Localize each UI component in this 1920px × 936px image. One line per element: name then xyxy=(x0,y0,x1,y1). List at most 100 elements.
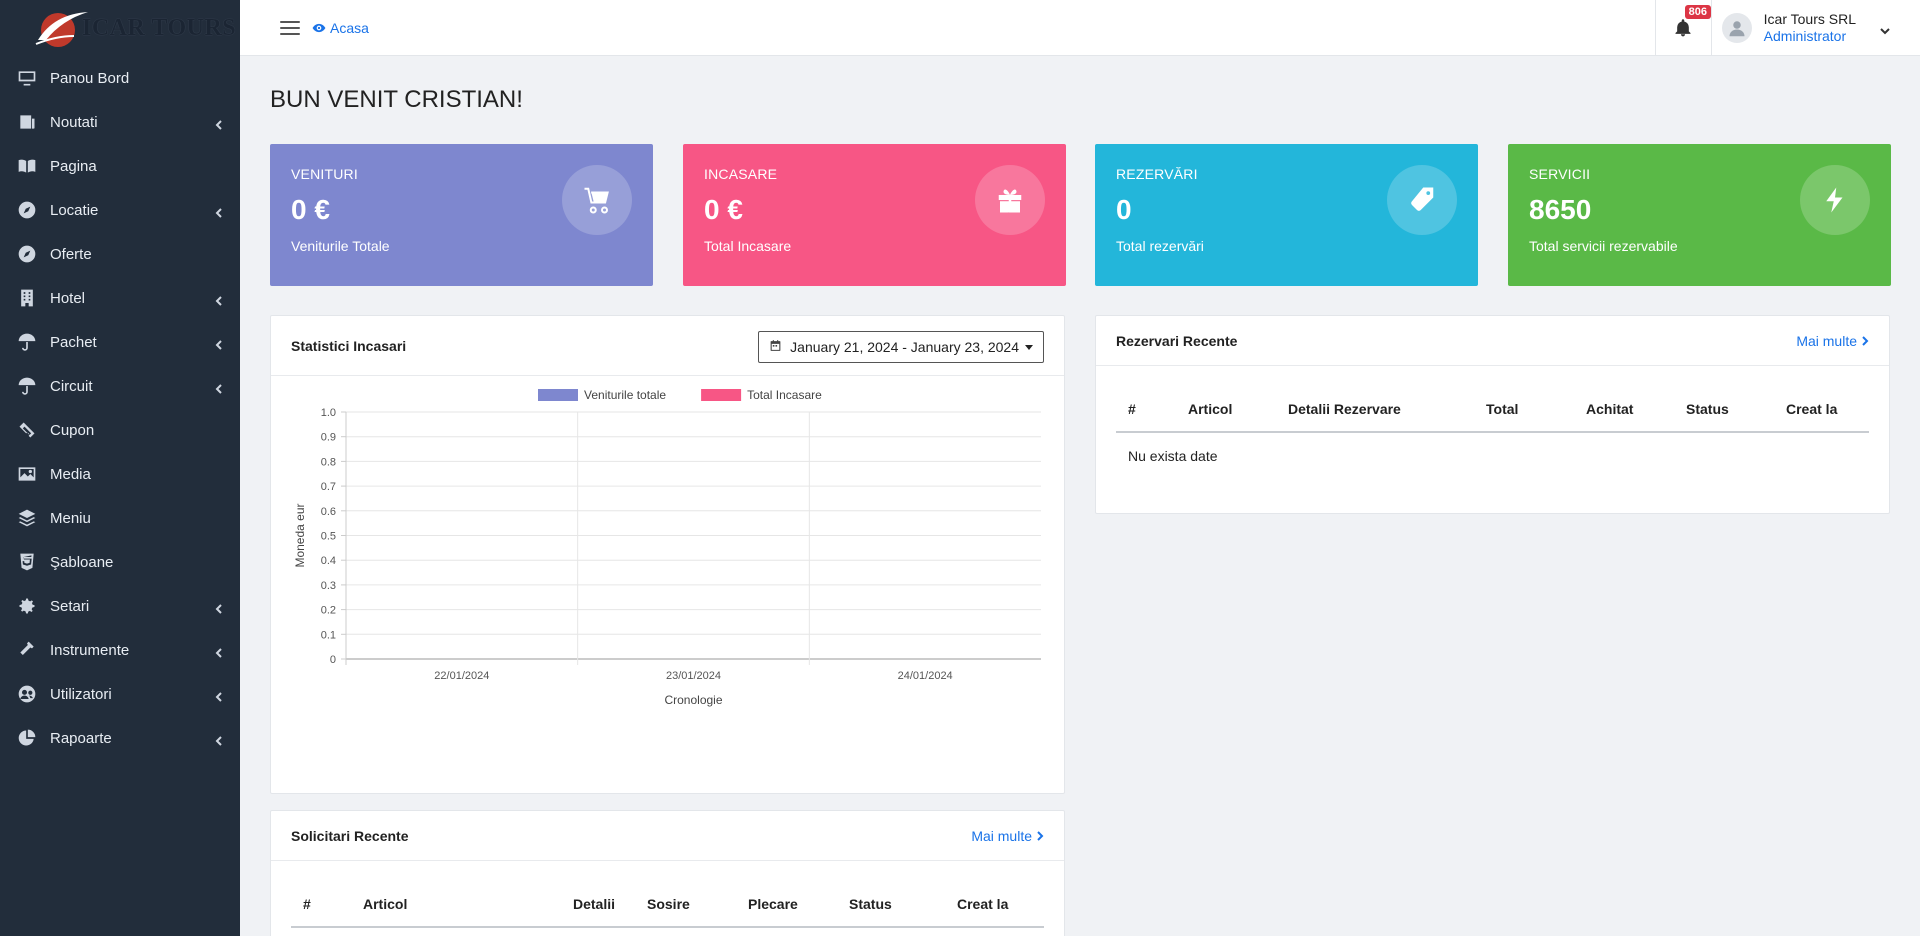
sidebar-item-label: Pachet xyxy=(50,333,97,351)
sidebar-item-oferte[interactable]: Oferte xyxy=(0,232,240,276)
more-link-label[interactable]: Mai multe xyxy=(971,827,1032,844)
image-icon xyxy=(16,463,38,485)
chevron-left-icon xyxy=(214,733,224,746)
sidebar-item-pachet[interactable]: Pachet xyxy=(0,320,240,364)
breadcrumb[interactable]: Acasa xyxy=(312,20,369,36)
users-icon xyxy=(16,683,38,705)
chevron-right-icon xyxy=(1862,335,1869,346)
chevron-left-icon xyxy=(214,117,224,130)
sidebar-item-label: Instrumente xyxy=(50,641,130,659)
chevron-down-icon[interactable] xyxy=(1880,23,1890,35)
newspaper-icon xyxy=(16,111,38,133)
ticket-icon xyxy=(16,419,38,441)
compass-icon xyxy=(16,199,38,221)
sidebar-item-utilizatori[interactable]: Utilizatori xyxy=(0,672,240,716)
html5-icon xyxy=(16,551,38,573)
layers-icon xyxy=(16,507,38,529)
column-header: Creat la xyxy=(945,881,1044,928)
stat-card-title: VENITURI xyxy=(291,166,358,182)
caret-down-icon xyxy=(1025,344,1033,350)
notifications-button[interactable]: 806 xyxy=(1654,0,1712,56)
y-tick-label: 0.1 xyxy=(321,629,336,641)
sidebar-item-hotel[interactable]: Hotel xyxy=(0,276,240,320)
y-tick-label: 0.8 xyxy=(321,456,336,468)
legend-label: Total Incasare xyxy=(747,388,822,402)
y-tick-label: 0.2 xyxy=(321,605,336,617)
logo-mark-icon xyxy=(34,6,90,50)
stat-card-subtitle: Veniturile Totale xyxy=(291,238,390,254)
recent-bookings-table: # Articol Detalii Rezervare Total Achitat Sta… xyxy=(1116,386,1869,478)
more-link-label[interactable]: Mai multe xyxy=(1796,332,1857,349)
column-header: Detalii Rezervare xyxy=(1276,386,1474,433)
sidebar-item-label: Panou Bord xyxy=(50,69,130,87)
legend-swatch xyxy=(701,389,742,401)
breadcrumb-home[interactable]: Acasa xyxy=(330,19,369,36)
sidebar-item-media[interactable]: Media xyxy=(0,452,240,496)
sidebar-item-instrumente[interactable]: Instrumente xyxy=(0,628,240,672)
avatar xyxy=(1721,13,1752,43)
sidebar-item-circuit[interactable]: Circuit xyxy=(0,364,240,408)
building-icon xyxy=(16,287,38,309)
column-header: Sosire xyxy=(635,881,736,928)
hammer-icon xyxy=(16,639,38,661)
stat-card-venituri[interactable]: VENITURI 0 € Veniturile Totale xyxy=(270,144,653,286)
legend-label: Veniturile totale xyxy=(584,388,666,402)
date-range-picker[interactable]: January 21, 2024 - January 23, 2024 xyxy=(758,331,1044,363)
stat-card-rezervari[interactable]: REZERVĂRI 0 Total rezervări xyxy=(1095,144,1478,286)
sidebar-item-sabloane[interactable]: Şabloane xyxy=(0,540,240,584)
column-header: Status xyxy=(837,881,945,928)
y-tick-label: 0.6 xyxy=(321,506,336,518)
sidebar-item-meniu[interactable]: Meniu xyxy=(0,496,240,540)
umbrella-icon xyxy=(16,375,38,397)
sidebar-item-label: Circuit xyxy=(50,377,93,395)
sidebar-item-locatie[interactable]: Locatie xyxy=(0,188,240,232)
y-tick-label: 0 xyxy=(330,654,336,666)
book-open-icon xyxy=(16,155,38,177)
x-tick-label: 22/01/2024 xyxy=(434,670,489,682)
sidebar-item-setari[interactable]: Setari xyxy=(0,584,240,628)
chevron-left-icon xyxy=(214,205,224,218)
pie-chart-icon xyxy=(16,727,38,749)
sidebar-item-label: Şabloane xyxy=(50,553,114,571)
recent-requests-more-link[interactable]: Mai multe xyxy=(971,828,1044,844)
date-range-value: January 21, 2024 - January 23, 2024 xyxy=(790,339,1019,355)
compass-icon xyxy=(16,243,38,265)
stat-card-servicii[interactable]: SERVICII 8650 Total servicii rezervabile xyxy=(1508,144,1891,286)
user-name: Icar Tours SRL xyxy=(1763,11,1856,27)
stats-panel: Statistici Incasari January 21, 2024 - J… xyxy=(270,315,1065,794)
user-role: Administrator xyxy=(1763,28,1847,44)
sidebar-item-label: Oferte xyxy=(50,245,92,263)
chevron-left-icon xyxy=(214,381,224,394)
column-header: Creat la xyxy=(1774,386,1869,433)
stat-card-value: 0 € xyxy=(291,194,330,225)
sidebar-item-noutati[interactable]: Noutati xyxy=(0,100,240,144)
y-tick-label: 0.5 xyxy=(321,531,336,543)
sidebar-item-label: Media xyxy=(50,465,91,483)
top-right-area: 806 Icar Tours SRL Administrator xyxy=(1654,0,1890,56)
user-menu[interactable]: Icar Tours SRL Administrator xyxy=(1712,0,1890,56)
sidebar-item-rapoarte[interactable]: Rapoarte xyxy=(0,716,240,760)
notification-count-badge: 806 xyxy=(1684,5,1712,19)
sidebar-item-pagina[interactable]: Pagina xyxy=(0,144,240,188)
sidebar-item-label: Hotel xyxy=(50,289,86,307)
stat-card-value: 8650 xyxy=(1529,194,1592,225)
sidebar-item-label: Meniu xyxy=(50,509,91,527)
column-header: # xyxy=(1116,386,1176,433)
hamburger-menu-icon[interactable] xyxy=(280,20,300,35)
sidebar-item-cupon[interactable]: Cupon xyxy=(0,408,240,452)
recent-requests-panel: Solicitari Recente Mai multe # Articol Det… xyxy=(270,810,1065,936)
column-header: Articol xyxy=(1176,386,1276,433)
bell-icon xyxy=(1675,19,1691,37)
y-tick-label: 0.9 xyxy=(321,432,336,444)
y-tick-label: 0.7 xyxy=(321,481,336,493)
recent-bookings-more-link[interactable]: Mai multe xyxy=(1796,333,1869,349)
monitor-icon xyxy=(16,67,38,89)
recent-requests-title: Solicitari Recente xyxy=(291,827,409,844)
stat-card-subtitle: Total rezervări xyxy=(1116,238,1204,254)
bolt-icon xyxy=(1800,165,1870,235)
chevron-left-icon xyxy=(214,689,224,702)
sidebar-item-panou-bord[interactable]: Panou Bord xyxy=(0,56,240,100)
x-axis-label: Cronologie xyxy=(664,693,722,707)
stat-card-incasare[interactable]: INCASARE 0 € Total Incasare xyxy=(683,144,1066,286)
brand-logo[interactable]: ICAR TOURS xyxy=(0,0,240,56)
